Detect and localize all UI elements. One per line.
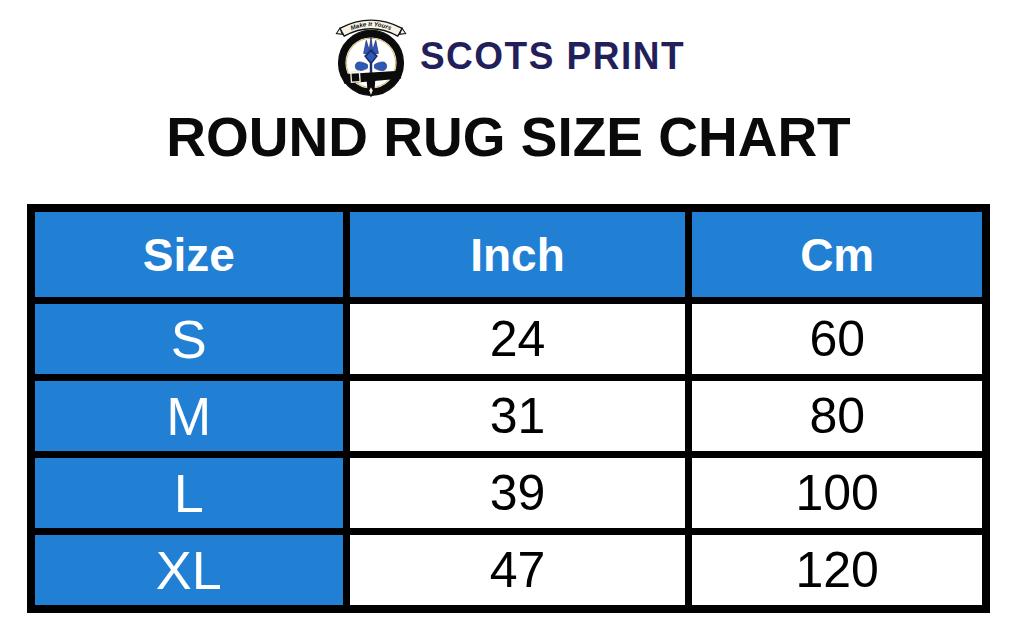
- row-s-cm-cell: 60: [692, 304, 982, 374]
- row-l-inch-cell: 39: [350, 458, 686, 528]
- row-m-cm-cell: 80: [692, 381, 982, 451]
- row-m-inch-cell: 31: [350, 381, 686, 451]
- brand-name: SCOTS PRINT: [420, 34, 685, 78]
- clan-crest-badge-icon: Make It Yours: [332, 11, 410, 101]
- row-s-size-cell: S: [35, 304, 343, 374]
- row-xl-size-cell: XL: [35, 535, 343, 605]
- page-title: ROUND RUG SIZE CHART: [0, 105, 1017, 168]
- column-header-size: Size: [35, 212, 343, 297]
- logo: Make It Yours SCOTS PRINT: [0, 0, 1017, 102]
- page-root: Make It Yours SCOTS PRINT ROUND RUG SIZE…: [0, 0, 1017, 640]
- row-s-inch-cell: 24: [350, 304, 686, 374]
- row-xl-cm-cell: 120: [692, 535, 982, 605]
- column-header-inch: Inch: [350, 212, 686, 297]
- column-header-cm: Cm: [692, 212, 982, 297]
- row-xl-inch-cell: 47: [350, 535, 686, 605]
- size-chart-table: Size Inch Cm S 24 60 M 31 80 L 39 100 XL…: [27, 204, 990, 613]
- row-l-size-cell: L: [35, 458, 343, 528]
- row-l-cm-cell: 100: [692, 458, 982, 528]
- row-m-size-cell: M: [35, 381, 343, 451]
